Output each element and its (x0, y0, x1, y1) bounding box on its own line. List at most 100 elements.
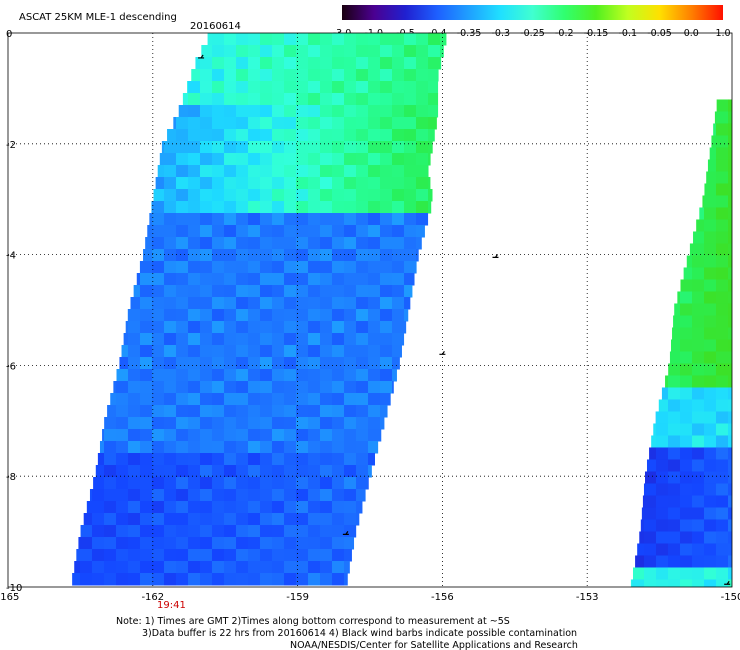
swath-cell (692, 483, 705, 496)
swath-cell (176, 201, 189, 214)
swath-cell (188, 525, 201, 538)
swath-cell (164, 333, 177, 346)
swath-cell (296, 393, 309, 406)
swath-cell (200, 201, 213, 214)
swath-cell (728, 555, 732, 568)
swath-cell (680, 339, 693, 352)
swath-cell (140, 525, 153, 538)
swath-cell (404, 165, 417, 178)
swath-cell (224, 273, 237, 286)
swath-cell (188, 273, 201, 286)
swath-cell (272, 81, 285, 94)
swath-cell (356, 69, 369, 82)
swath-cell (344, 117, 357, 130)
swath-cell (320, 249, 333, 262)
swath-cell (344, 561, 350, 574)
swath-cell (308, 69, 321, 82)
swath-cell (428, 105, 439, 118)
swath-cell (248, 105, 261, 118)
swath-cell (404, 189, 417, 202)
swath-cell (224, 45, 237, 58)
swath-cell (392, 129, 405, 142)
swath-cell (320, 213, 333, 226)
swath-cell (332, 549, 345, 562)
swath-cell (212, 285, 225, 298)
swath-cell (716, 555, 729, 568)
swath-cell (212, 153, 225, 166)
swath-cell (212, 333, 225, 346)
swath-cell (284, 453, 297, 466)
swath-cell (140, 405, 153, 418)
swath-cell (392, 357, 400, 370)
swath-cell (152, 489, 165, 502)
swath-cell (212, 261, 225, 274)
swath-cell (380, 237, 393, 250)
swath-layer (72, 33, 732, 587)
swath-cell (212, 321, 225, 334)
swath-cell (272, 177, 285, 190)
swath-cell (176, 501, 189, 514)
swath-cell (344, 345, 357, 358)
swath-cell (224, 249, 237, 262)
swath-cell (428, 165, 429, 178)
swath-cell (236, 537, 249, 550)
swath-cell (272, 45, 285, 58)
swath-cell (332, 381, 345, 394)
swath-cell (392, 189, 405, 202)
swath-cell (260, 237, 273, 250)
swath-cell (692, 303, 705, 316)
swath-cell (176, 297, 189, 310)
colorbar-tick-label: -0.1 (618, 28, 637, 39)
swath-cell (728, 303, 732, 316)
swath-cell (320, 93, 333, 106)
swath-cell (404, 261, 417, 274)
swath-cell (380, 357, 393, 370)
swath-cell (308, 297, 321, 310)
swath-cell (260, 573, 273, 586)
swath-cell (260, 261, 273, 274)
swath-cell (308, 81, 321, 94)
swath-cell (224, 405, 237, 418)
swath-cell (128, 405, 141, 418)
swath-cell (308, 285, 321, 298)
swath-cell (296, 549, 309, 562)
swath-cell (356, 117, 369, 130)
swath-cell (680, 363, 693, 376)
swath-cell (272, 465, 285, 478)
swath-cell (656, 507, 669, 520)
swath-cell (152, 501, 165, 514)
swath-cell (212, 117, 225, 130)
swath-cell (188, 237, 201, 250)
swath-cell (368, 249, 381, 262)
swath-cell (116, 417, 129, 430)
swath-cell (188, 165, 201, 178)
swath-cell (392, 345, 402, 358)
swath-cell (308, 105, 321, 118)
swath-cell (392, 321, 405, 334)
swath-cell (368, 357, 381, 370)
swath-cell (308, 345, 321, 358)
swath-cell (284, 225, 297, 238)
swath-cell (176, 213, 189, 226)
swath-cell (116, 573, 129, 586)
swath-cell (308, 153, 321, 166)
swath-cell (236, 321, 249, 334)
swath-cell (200, 465, 213, 478)
swath-cell (272, 309, 285, 322)
x-tick-label: -153 (576, 592, 599, 603)
swath-cell (332, 213, 345, 226)
swath-cell (368, 177, 381, 190)
swath-cell (332, 345, 345, 358)
swath-cell (404, 81, 417, 94)
swath-cell (296, 141, 309, 154)
swath-cell (128, 513, 141, 526)
x-tick-label: -159 (286, 592, 309, 603)
swath-cell (284, 141, 297, 154)
swath-cell (356, 369, 369, 382)
swath-cell (320, 525, 333, 538)
swath-cell (284, 441, 297, 454)
swath-cell (332, 45, 345, 58)
swath-cell (368, 273, 381, 286)
swath-cell (416, 141, 429, 154)
swath-cell (320, 57, 333, 70)
